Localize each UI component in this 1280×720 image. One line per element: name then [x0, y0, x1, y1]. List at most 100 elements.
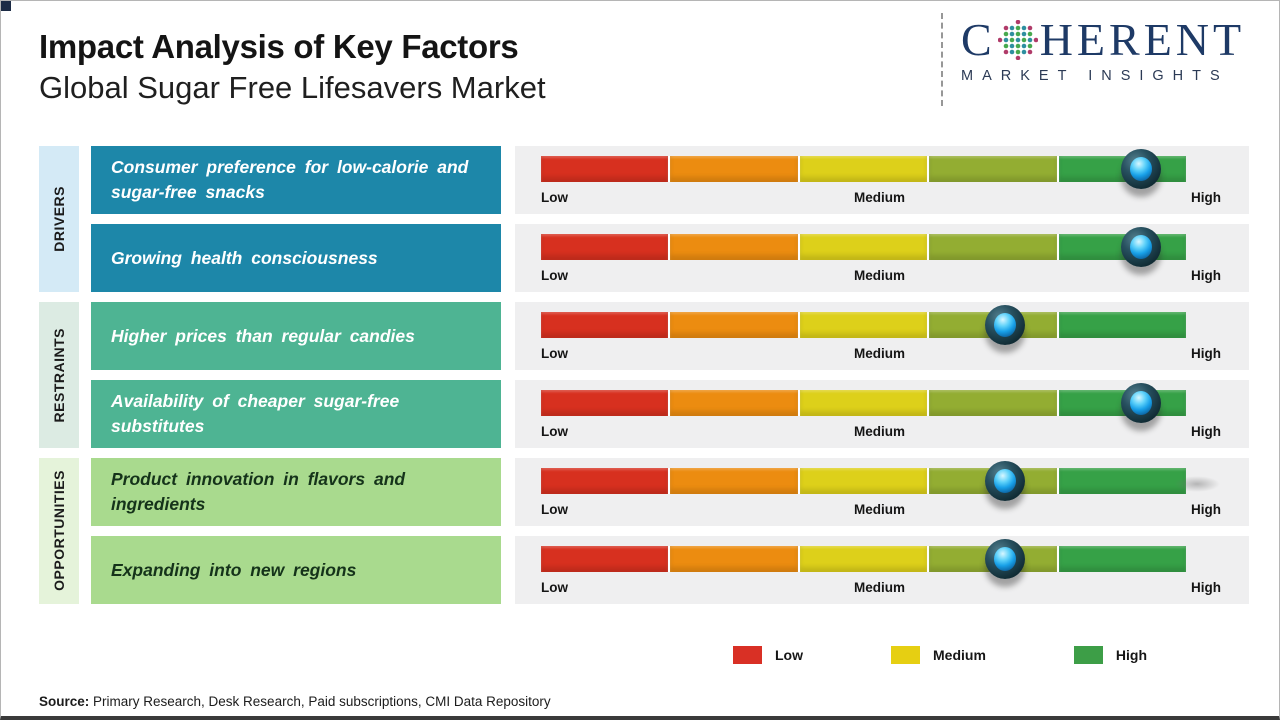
impact-scale-bar: [541, 148, 1187, 189]
impact-bar-panel: Low Medium High: [515, 223, 1249, 292]
section-restraints: RESTRAINTS Higher prices than regular ca…: [39, 301, 1249, 448]
factor-product-innovation: Product innovation in flavors and ingred…: [91, 457, 501, 526]
bar-segment: [670, 545, 798, 572]
scale-label-high: High: [1190, 189, 1221, 205]
bar-segment: [670, 311, 798, 338]
bar-segment: [799, 233, 928, 260]
bar-segment: [929, 233, 1057, 260]
legend-item-low: Low: [733, 645, 803, 664]
impact-scale-bar: [541, 382, 1187, 423]
bar-segment: [1058, 467, 1187, 494]
bar-segment: [799, 389, 928, 416]
scale-label-high: High: [1190, 423, 1221, 439]
bar-segment: [670, 389, 798, 416]
scale-label-high: High: [1190, 345, 1221, 361]
category-strip-drivers: DRIVERS: [39, 145, 79, 292]
scale-labels: Low Medium High: [541, 346, 1221, 361]
scale-label-medium: Medium: [853, 579, 905, 595]
bar-segment: [1058, 311, 1187, 338]
legend-swatch-low: [733, 645, 762, 664]
page-title: Impact Analysis of Key Factors: [39, 28, 519, 65]
bar-segment: [541, 311, 669, 338]
impact-bar-panel: Low Medium High: [515, 301, 1249, 370]
factor-row: Availability of cheaper sugar-free subst…: [91, 379, 1249, 448]
impact-bar-panel: Low Medium High: [515, 145, 1249, 214]
scale-label-high: High: [1190, 579, 1221, 595]
factor-row: Growing health consciousness Low Medium …: [91, 223, 1249, 292]
bar-segment: [670, 155, 798, 182]
factor-text: Product innovation in flavors and ingred…: [111, 469, 406, 514]
bar-segment: [541, 545, 669, 572]
section-opportunities: OPPORTUNITIES Product innovation in flav…: [39, 457, 1249, 604]
factor-text: Expanding into new regions: [111, 559, 357, 580]
factor-consumer-preference: Consumer preference for low-calorie and …: [91, 145, 501, 214]
bar-segment: [799, 545, 928, 572]
dotted-globe-icon: [997, 20, 1038, 60]
impact-scale-bar: [541, 460, 1220, 501]
category-label-drivers: DRIVERS: [51, 185, 67, 252]
scale-label-medium: Medium: [853, 423, 905, 439]
impact-marker: [1120, 148, 1161, 189]
corner-accent-square: [1, 1, 11, 11]
scale-labels: Low Medium High: [541, 502, 1221, 517]
category-strip-restraints: RESTRAINTS: [39, 301, 79, 448]
impact-marker-core: [1129, 234, 1152, 259]
brand-letters-rest: HERENT: [1039, 14, 1246, 65]
legend-label-high: High: [1115, 646, 1147, 663]
impact-bar-panel: Low Medium High: [515, 457, 1249, 526]
scale-label-medium: Medium: [853, 267, 905, 283]
impact-bar-panel: Low Medium High: [515, 535, 1249, 604]
bar-segment: [541, 389, 669, 416]
impact-analysis-grid: DRIVERS Consumer preference for low-calo…: [39, 145, 1249, 664]
scale-label-low: Low: [541, 579, 568, 595]
bar-segment: [799, 467, 928, 494]
legend-swatch-medium: [891, 645, 920, 664]
factor-row: Consumer preference for low-calorie and …: [91, 145, 1249, 214]
factor-text: Consumer preference for low-calorie and …: [111, 157, 469, 202]
scale-label-medium: Medium: [853, 345, 905, 361]
impact-marker-core: [1129, 390, 1152, 415]
impact-scale-bar: [541, 226, 1187, 267]
legend-label-medium: Medium: [933, 646, 986, 663]
factor-cheaper-substitutes: Availability of cheaper sugar-free subst…: [91, 379, 501, 448]
factor-row: Expanding into new regions Low Medium Hi…: [91, 535, 1249, 604]
scale-label-high: High: [1190, 267, 1221, 283]
category-label-restraints: RESTRAINTS: [51, 327, 67, 422]
bar-segment: [541, 233, 669, 260]
page-subtitle: Global Sugar Free Lifesavers Market: [39, 69, 546, 105]
section-drivers: DRIVERS Consumer preference for low-calo…: [39, 145, 1249, 292]
bar-segment: [1058, 545, 1187, 572]
bar-segment: [670, 467, 798, 494]
factor-text: Availability of cheaper sugar-free subst…: [111, 391, 400, 436]
scale-labels: Low Medium High: [541, 268, 1221, 283]
factor-higher-prices: Higher prices than regular candies: [91, 301, 501, 370]
brand-tagline: MARKET INSIGHTS: [961, 68, 1229, 84]
bar-segment: [541, 467, 669, 494]
impact-marker: [985, 538, 1026, 579]
impact-marker-core: [1129, 156, 1152, 181]
factor-row: Higher prices than regular candies Low M…: [91, 301, 1249, 370]
scale-label-low: Low: [541, 267, 568, 283]
impact-scale-bar: [541, 304, 1187, 345]
category-strip-opportunities: OPPORTUNITIES: [39, 457, 79, 604]
impact-marker: [1120, 226, 1161, 267]
bar-segment: [799, 311, 928, 338]
brand-logo: C HERENT: [941, 13, 1259, 106]
scale-label-medium: Medium: [853, 189, 905, 205]
impact-scale-bar: [541, 538, 1187, 579]
scale-label-low: Low: [541, 423, 568, 439]
source-line: Source: Primary Research, Desk Research,…: [39, 694, 551, 709]
scale-label-low: Low: [541, 189, 568, 205]
legend-item-medium: Medium: [891, 645, 986, 664]
factor-new-regions: Expanding into new regions: [91, 535, 501, 604]
bar-segment: [799, 155, 928, 182]
category-label-opportunities: OPPORTUNITIES: [51, 470, 67, 592]
factor-row: Product innovation in flavors and ingred…: [91, 457, 1249, 526]
bar-segment: [929, 155, 1057, 182]
impact-bar-panel: Low Medium High: [515, 379, 1249, 448]
factor-health-consciousness: Growing health consciousness: [91, 223, 501, 292]
source-text: Primary Research, Desk Research, Paid su…: [89, 694, 551, 709]
impact-marker: [1120, 382, 1161, 423]
legend: Low Medium High: [39, 645, 1147, 664]
